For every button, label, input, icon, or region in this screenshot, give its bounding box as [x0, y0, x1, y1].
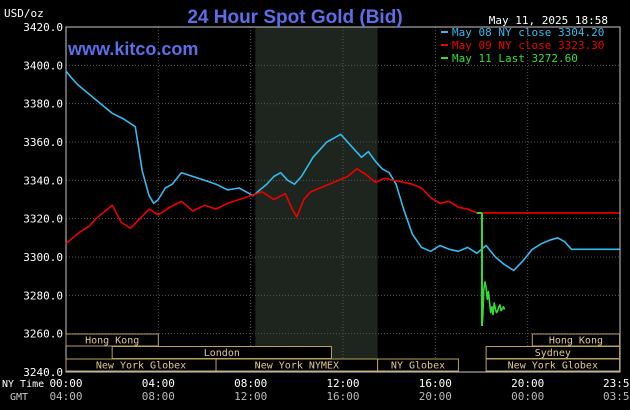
x-tick-label-ny: 00:00 [49, 377, 82, 390]
session-label: Hong Kong [549, 336, 603, 347]
y-axis: 3420.0 3400.0 3380.0 3360.0 3340.0 3320.0 3300… [23, 21, 63, 379]
x-tick-label-ny: 16:00 [419, 377, 452, 390]
y-tick-label: 3340.0 [23, 174, 63, 187]
chart-date: May 11, 2025 18:58 [489, 14, 608, 27]
session-label: Sydney [535, 348, 571, 359]
y-tick-label: 3420.0 [23, 21, 63, 34]
x-tick-label-ny: 12:00 [326, 377, 359, 390]
y-tick-label: 3300.0 [23, 251, 63, 264]
x-axis: 00:0004:0008:0012:0016:0020:0023:5904:00… [49, 377, 630, 403]
session-label: New York Globex [96, 361, 186, 372]
y-tick-label: 3400.0 [23, 59, 63, 72]
session-label: New York Globex [508, 361, 598, 372]
nymex-hours-shade [255, 27, 378, 372]
legend-item: May 11 Last 3272.60 [452, 52, 578, 65]
session-bar [377, 358, 459, 372]
series-line-2 [65, 168, 620, 245]
x-tick-label-gmt: 04:00 [49, 390, 82, 403]
x-tick-label-ny: 23:59 [603, 377, 630, 390]
session-label: New York NYMEX [255, 361, 339, 372]
x-tick-label-gmt: 00:00 [511, 390, 544, 403]
x-tick-label-ny: 20:00 [511, 377, 544, 390]
legend-item: May 09 NY close 3323.30 [452, 39, 604, 52]
session-label: London [204, 348, 240, 359]
x-tick-label-gmt: 12:00 [234, 390, 267, 403]
x-tick-label-gmt: 08:00 [142, 390, 175, 403]
x-tick-label-gmt: 20:00 [419, 390, 452, 403]
x-tick-label-gmt: 16:00 [326, 390, 359, 403]
price-series [65, 70, 620, 327]
x-tick-label-ny: 08:00 [234, 377, 267, 390]
market-sessions: Hong Kong London New York Globex New York N… [65, 333, 621, 372]
y-tick-label: 3320.0 [23, 213, 63, 226]
gmt-label: GMT [10, 392, 28, 403]
chart-title: 24 Hour Spot Gold (Bid) [187, 7, 402, 28]
series-line-3 [481, 281, 506, 327]
y-tick-label: 3260.0 [23, 328, 63, 341]
y-tick-label: 3280.0 [23, 289, 63, 302]
series-line-1 [65, 70, 620, 272]
y-tick-label: 3360.0 [23, 136, 63, 149]
plot-frame [65, 26, 621, 373]
session-label: Hong Kong [85, 336, 139, 347]
session-bar [485, 358, 621, 372]
x-tick-label-gmt: 03:59 [603, 390, 630, 403]
legend-item: May 08 NY close 3304.20 [452, 26, 604, 39]
brand-watermark: www.kitco.com [67, 39, 198, 59]
y-tick-label: 3240.0 [23, 366, 63, 379]
y-tick-label: 3380.0 [23, 98, 63, 111]
ny-time-label: NY Time [2, 379, 44, 390]
x-tick-label-ny: 04:00 [142, 377, 175, 390]
session-label: NY Globex [391, 361, 445, 372]
y-axis-unit: USD/oz [4, 7, 44, 20]
